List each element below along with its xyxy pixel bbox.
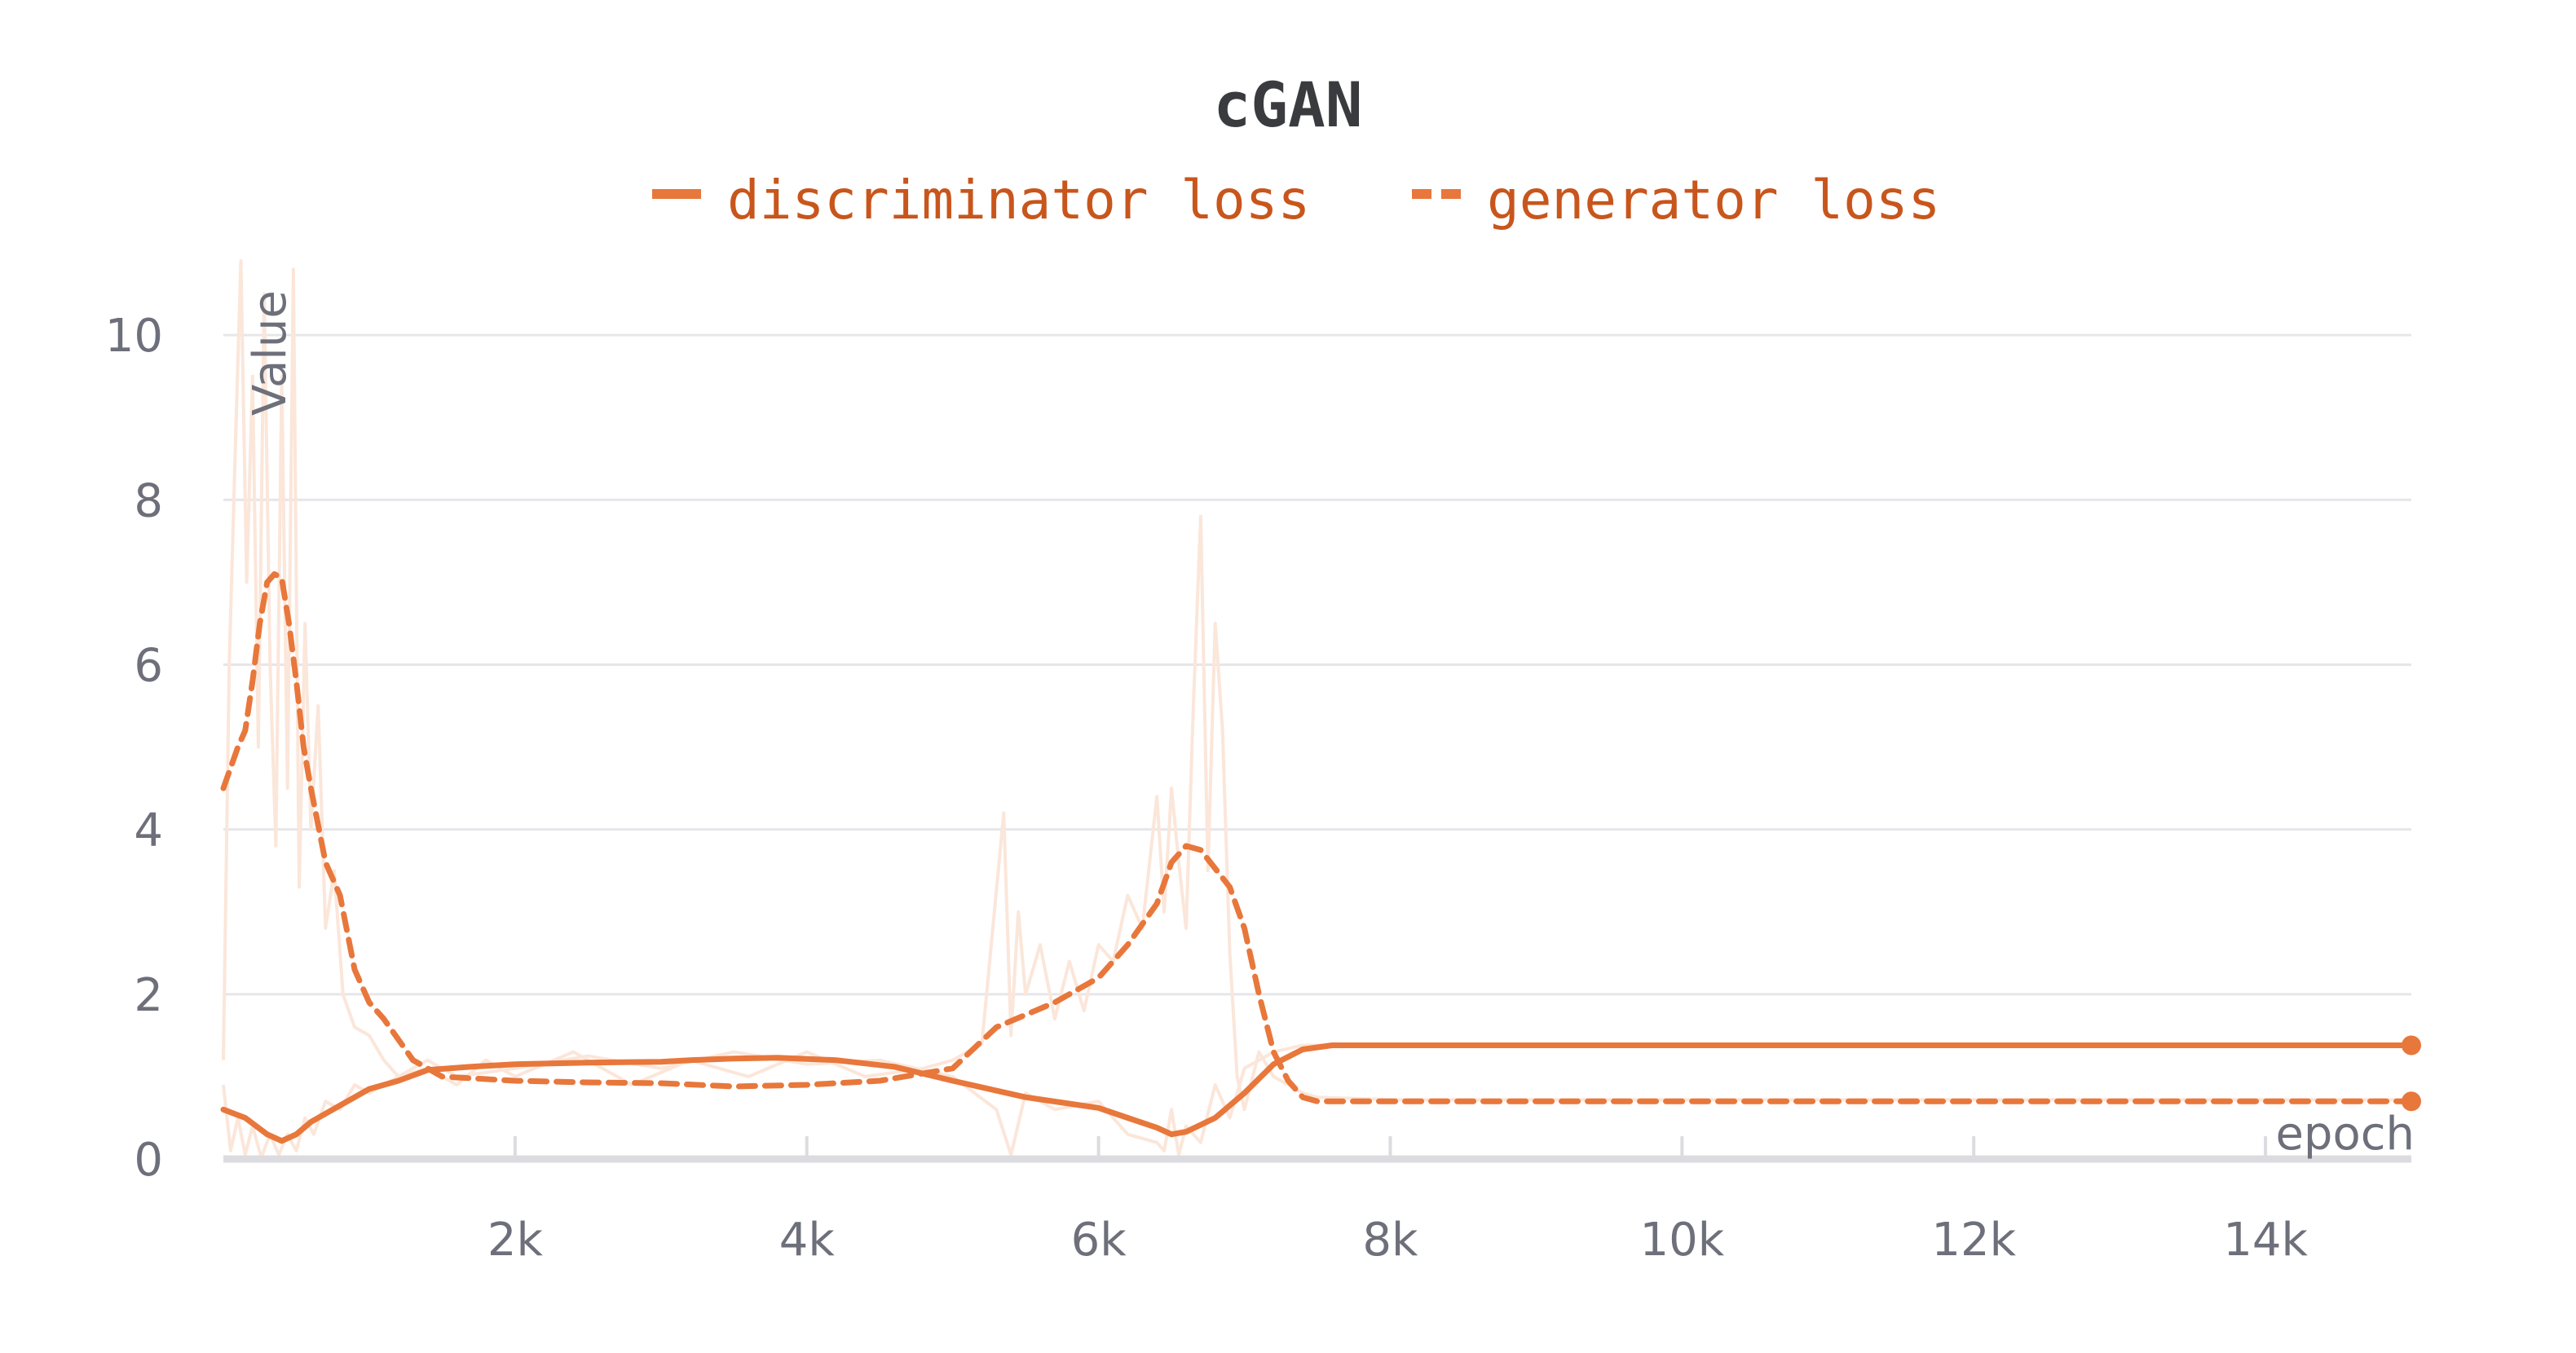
x-tick-label: 12k	[1931, 1214, 2016, 1267]
x-tick-label: 10k	[1639, 1214, 1724, 1267]
y-tick-label: 4	[134, 804, 163, 857]
x-tick-label: 14k	[2223, 1214, 2308, 1267]
x-tick-label: 2k	[487, 1214, 544, 1267]
series-line-generator-loss[interactable]	[223, 574, 2411, 1101]
x-tick-label: 6k	[1071, 1214, 1127, 1267]
y-tick-label: 0	[134, 1134, 163, 1187]
y-tick-label: 2	[134, 969, 163, 1022]
legend-label-discriminator-loss: discriminator loss	[727, 169, 1310, 231]
y-axis-title: Value	[244, 290, 297, 416]
axes: 0 2 4 6 8 10 2k 4k 6k 8k 10k 12k 14k	[105, 310, 2411, 1267]
y-tick-label: 6	[134, 639, 163, 692]
legend-label-generator-loss: generator loss	[1487, 169, 1940, 231]
raw-series-line-0	[223, 261, 2411, 1109]
y-tick-label: 10	[105, 310, 163, 363]
series-end-points	[2402, 1035, 2421, 1111]
legend: discriminator loss generator loss	[652, 169, 1940, 231]
x-tick-label: 4k	[779, 1214, 836, 1267]
legend-item-generator-loss[interactable]: generator loss	[1412, 169, 1940, 231]
end-point-discriminator-loss[interactable]	[2402, 1035, 2421, 1055]
y-tick-label: 8	[134, 474, 163, 527]
x-tick-label: 8k	[1362, 1214, 1418, 1267]
series-lines	[223, 574, 2411, 1141]
x-axis-title: epoch	[2275, 1108, 2415, 1161]
chart-title: cGAN	[1213, 68, 1362, 141]
grid	[223, 335, 2411, 994]
legend-item-discriminator-loss[interactable]: discriminator loss	[652, 169, 1310, 231]
raw-data-lines	[223, 261, 2411, 1157]
